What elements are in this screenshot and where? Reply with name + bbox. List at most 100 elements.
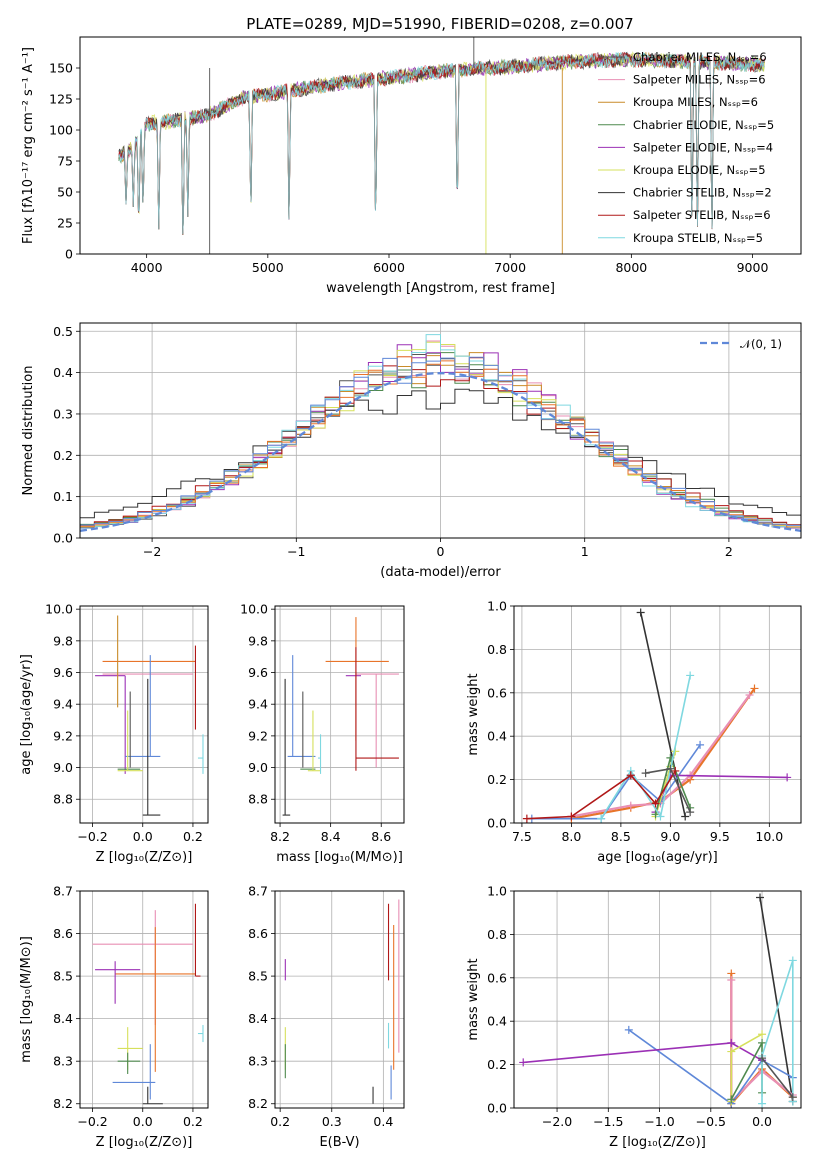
legend-entry: Chabrier MILES, Nₛₛₚ=6 — [633, 50, 767, 64]
y-axis-label: Flux [fλ10⁻¹⁷ erg cm⁻² s⁻¹ A⁻¹] — [21, 47, 36, 244]
x-axis-label: Z [log₁₀(Z/Z⊙)] — [609, 1135, 706, 1150]
y-tick-label: 0.2 — [487, 1057, 507, 1072]
y-tick-label: 8.5 — [53, 969, 73, 984]
weight-line — [759, 897, 794, 1102]
y-tick-label: 0.2 — [53, 448, 73, 463]
x-tick-label: 9.0 — [660, 829, 680, 844]
x-tick-label: 1 — [581, 544, 589, 559]
y-tick-label: 8.3 — [53, 1054, 73, 1069]
y-tick-label: 0.8 — [487, 642, 507, 657]
x-tick-label: 7000 — [494, 260, 526, 275]
x-axis-label: age [log₁₀(age/yr)] — [597, 850, 718, 865]
weight-line — [600, 675, 691, 820]
weight-marker — [597, 814, 606, 823]
panel-weight_vs_Z: −2.0 −1.5 −1.0 −0.5 0.0 0.0 0.2 0.4 0.6 0.8 1.0 Z [… — [466, 884, 802, 1150]
y-tick-label: 0.4 — [53, 365, 73, 380]
x-axis-label: mass [log₁₀(M/M⊙)] — [276, 850, 403, 865]
y-tick-label: 0.8 — [487, 927, 507, 942]
histogram-series — [80, 356, 801, 526]
weight-marker — [681, 812, 690, 821]
histogram-series — [80, 388, 801, 519]
panels: 4000 5000 6000 7000 8000 9000 0 25 50 75 100 125 150… — [19, 36, 802, 1150]
y-tick-label: 8.5 — [248, 969, 268, 984]
y-tick-label: 125 — [49, 92, 73, 107]
y-tick-label: 8.2 — [248, 1096, 268, 1111]
y-tick-label: 0.0 — [487, 1101, 507, 1116]
y-tick-label: 9.0 — [53, 760, 73, 775]
x-tick-label: 8000 — [615, 260, 647, 275]
y-tick-label: 0.1 — [53, 489, 73, 504]
x-tick-label: 0.2 — [183, 1114, 203, 1129]
y-tick-label: 8.6 — [53, 926, 73, 941]
y-tick-label: 1.0 — [487, 884, 507, 899]
weight-marker — [651, 799, 660, 808]
weight-marker — [636, 608, 645, 617]
y-axis-label: age [log₁₀(age/yr)] — [19, 654, 34, 775]
weight-marker — [641, 769, 650, 778]
y-tick-label: 9.8 — [248, 633, 268, 648]
weight-marker — [750, 684, 759, 693]
weight-marker — [727, 975, 736, 984]
y-tick-label: 0.3 — [53, 406, 73, 421]
x-tick-label: −0.5 — [696, 1114, 726, 1129]
x-tick-label: 9000 — [737, 260, 769, 275]
weight-line — [628, 1029, 794, 1105]
weight-line — [761, 960, 794, 1104]
y-tick-label: 0.4 — [487, 729, 507, 744]
weight-marker — [758, 1099, 767, 1108]
x-tick-label: 0.0 — [133, 829, 153, 844]
weight-marker — [671, 766, 680, 775]
x-tick-label: 8.0 — [561, 829, 581, 844]
x-axis-label: wavelength [Angstrom, rest frame] — [326, 281, 555, 296]
y-tick-label: 8.6 — [248, 926, 268, 941]
y-tick-label: 8.4 — [248, 1011, 268, 1026]
panel-spectrum: 4000 5000 6000 7000 8000 9000 0 25 50 75 100 125 150… — [21, 36, 802, 296]
y-tick-label: 0 — [65, 247, 73, 262]
x-tick-label: 2 — [725, 544, 733, 559]
weight-line — [639, 612, 686, 817]
y-tick-label: 9.4 — [53, 697, 73, 712]
x-tick-label: 0.0 — [752, 1114, 772, 1129]
weight-marker — [519, 1058, 528, 1067]
y-tick-label: 0.2 — [487, 772, 507, 787]
axes-frame — [274, 605, 405, 824]
axes-frame — [274, 890, 405, 1109]
x-axis-label: Z [log₁₀(Z/Z⊙)] — [96, 850, 193, 865]
histogram-series — [80, 357, 801, 526]
axes-frame — [79, 890, 209, 1109]
weight-marker — [788, 956, 797, 965]
x-tick-label: 7.5 — [512, 829, 532, 844]
x-tick-label: 0.2 — [270, 1114, 290, 1129]
x-tick-label: 10.0 — [755, 829, 783, 844]
x-tick-label: 0.0 — [133, 1114, 153, 1129]
panel-age_vs_Z: −0.2 0.0 0.2 8.8 9.0 9.2 9.4 9.6 9.8 10.0 Z [log₁₀… — [19, 602, 209, 865]
y-tick-label: 8.8 — [53, 792, 73, 807]
y-tick-label: 8.4 — [53, 1011, 73, 1026]
x-tick-label: 5000 — [252, 260, 284, 275]
y-tick-label: 1.0 — [487, 599, 507, 614]
panel-mass_vs_Z: −0.2 0.0 0.2 8.2 8.3 8.4 8.5 8.6 8.7 Z [log₁₀(Z/Z… — [19, 884, 209, 1150]
normal-curve — [79, 371, 802, 532]
weight-marker — [522, 814, 531, 823]
weight-marker — [626, 771, 635, 780]
y-tick-label: 0.6 — [487, 685, 507, 700]
y-tick-label: 9.2 — [53, 728, 73, 743]
x-tick-label: −1.0 — [644, 1114, 674, 1129]
weight-marker — [727, 1038, 736, 1047]
x-tick-label: 0 — [437, 544, 445, 559]
y-tick-label: 150 — [49, 61, 73, 76]
legend-entry: 𝒩(0, 1) — [740, 337, 782, 351]
panel-age_vs_mass: 8.2 8.4 8.6 8.8 9.0 9.2 9.4 9.6 9.8 10.0 mass [log… — [240, 602, 405, 865]
x-tick-label: −1.5 — [593, 1114, 623, 1129]
spectrum-line — [118, 52, 765, 235]
legend-entry: Kroupa STELIB, Nₛₛₚ=5 — [633, 231, 763, 245]
histogram-series — [80, 356, 801, 528]
y-tick-label: 9.0 — [248, 760, 268, 775]
axes-frame — [79, 605, 209, 824]
legend-entry: Kroupa MILES, Nₛₛₚ=6 — [633, 95, 758, 109]
x-tick-label: 8.6 — [371, 829, 391, 844]
y-tick-label: 100 — [49, 123, 73, 138]
weight-marker — [727, 1095, 736, 1104]
y-tick-label: 50 — [57, 185, 73, 200]
